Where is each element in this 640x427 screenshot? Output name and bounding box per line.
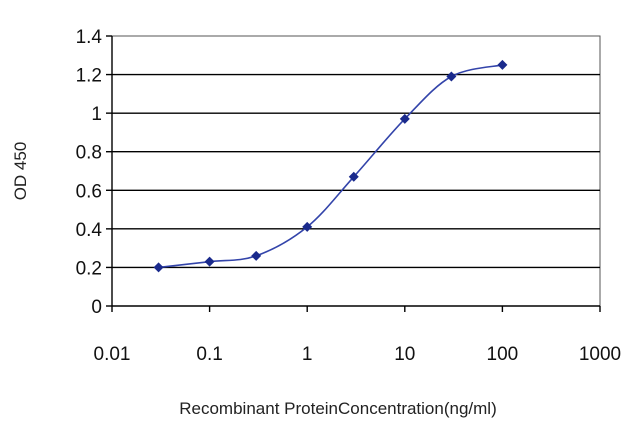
y-axis-ticks: 0 0.2 0.4 0.6 0.8 1 1.2 1.4 [76, 27, 112, 318]
y-tick-label: 0.8 [76, 143, 102, 164]
data-point-marker [348, 171, 359, 182]
gridlines [112, 73, 600, 269]
plot-area-frame [111, 35, 601, 307]
data-point-marker [497, 59, 508, 70]
y-tick-label: 0 [91, 297, 102, 318]
data-series [153, 59, 508, 273]
y-tick-label: 1.2 [76, 66, 102, 87]
x-tick-label: 0.1 [196, 344, 222, 365]
data-point-marker [153, 262, 164, 273]
y-tick-label: 0.6 [76, 181, 102, 202]
x-tick-label: 0.01 [94, 344, 131, 365]
data-point-marker [446, 71, 457, 82]
series-line [158, 64, 503, 269]
x-axis-title: Recombinant ProteinConcentration(ng/ml) [179, 399, 497, 418]
x-tick-label: 1000 [579, 344, 621, 365]
y-axis-title: OD 450 [11, 142, 30, 201]
y-tick-label: 1.4 [76, 27, 103, 48]
data-point-marker [399, 113, 410, 124]
x-tick-label: 10 [394, 344, 415, 365]
data-point-marker [204, 256, 215, 267]
x-tick-label: 1 [302, 344, 313, 365]
x-tick-label: 100 [487, 344, 519, 365]
y-tick-label: 1 [91, 104, 102, 125]
y-tick-label: 0.4 [76, 220, 103, 241]
y-tick-label: 0.2 [76, 258, 102, 279]
x-axis-ticks: 0.01 0.1 1 10 100 1000 [94, 306, 621, 365]
data-point-marker [302, 221, 313, 232]
data-point-marker [251, 250, 262, 261]
